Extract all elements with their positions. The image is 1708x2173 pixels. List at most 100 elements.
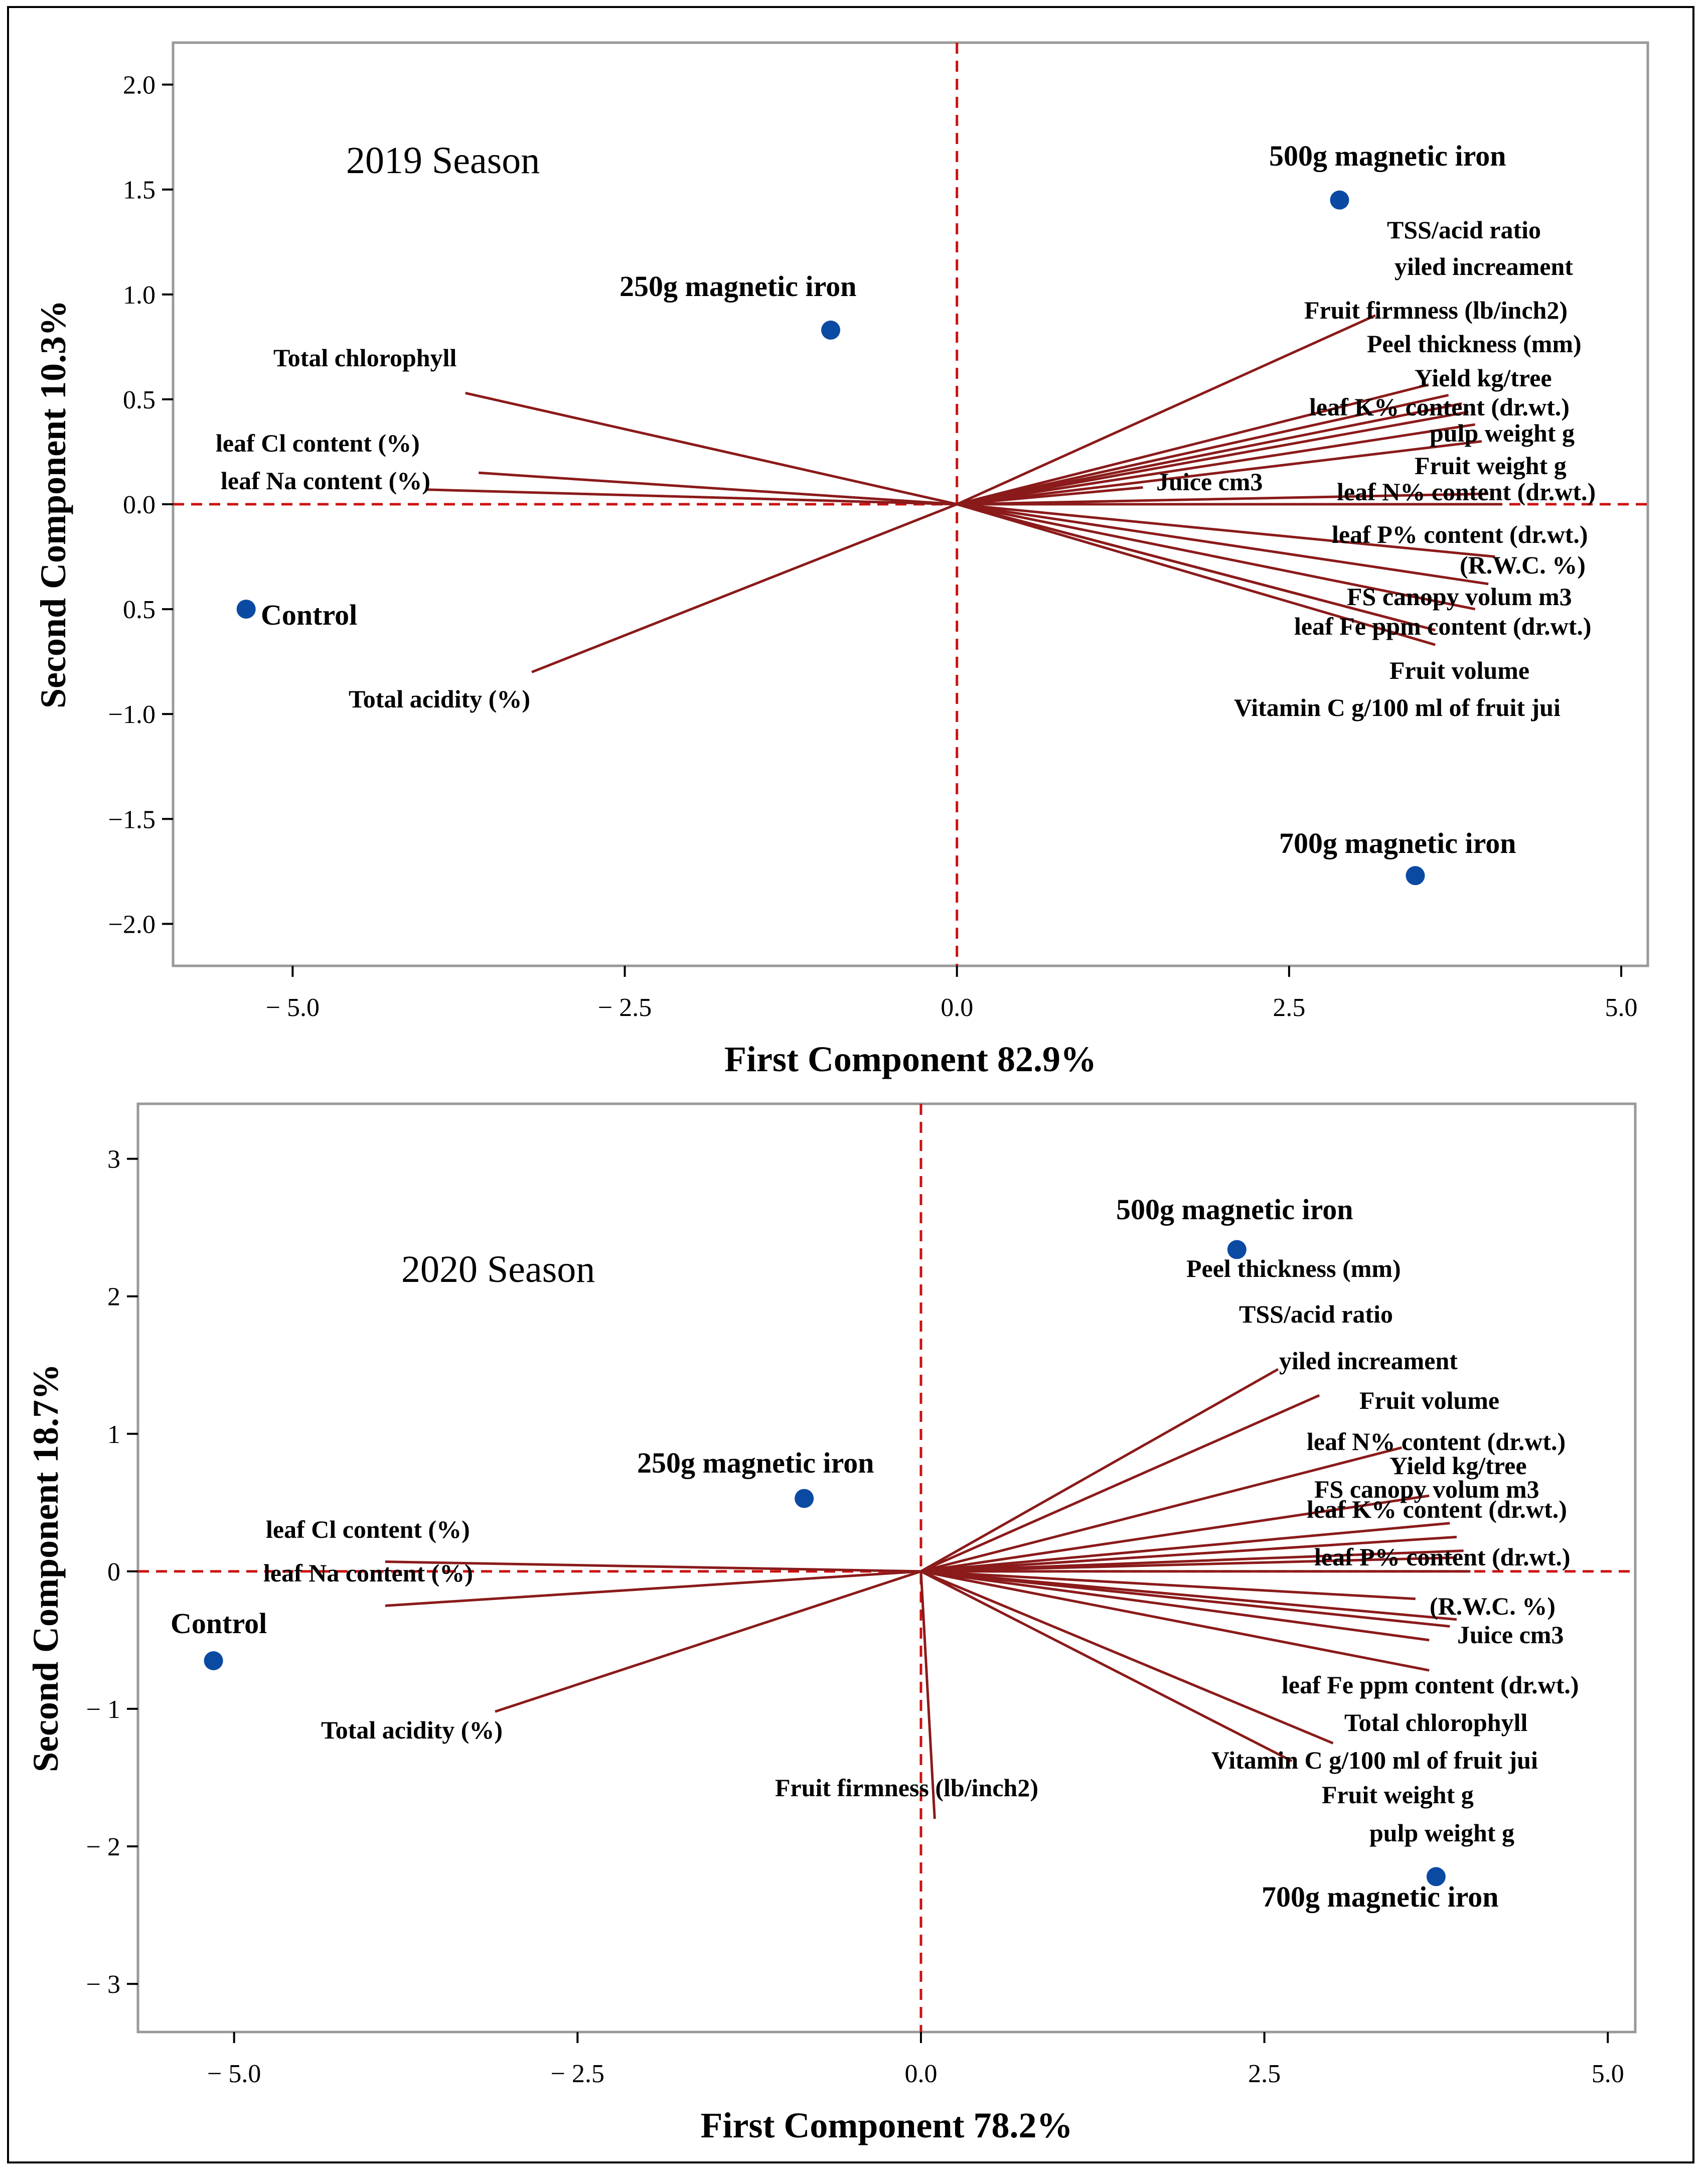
variable-label-leaf-cl-content: leaf Cl content (%) — [266, 1515, 470, 1543]
y-tick-label: −1.0 — [108, 700, 156, 729]
y-tick-label: 0.5 — [123, 386, 156, 414]
variable-label-leaf-fe-ppm-content-dr-wt: leaf Fe ppm content (dr.wt.) — [1282, 1671, 1579, 1699]
x-axis-title: First Component 78.2% — [701, 2105, 1073, 2145]
loading-vector-vitamin-c-g-100-ml-of-fruit-jui — [920, 1570, 1293, 1763]
variable-label-peel-thickness-mm: Peel thickness (mm) — [1186, 1254, 1401, 1282]
season-title: 2019 Season — [346, 139, 540, 182]
loading-vector-juice-cm3 — [957, 486, 1143, 506]
plot-frame — [136, 1102, 1637, 2034]
variable-label-peel-thickness-mm: Peel thickness (mm) — [1367, 330, 1582, 358]
y-tick-label: −2.0 — [108, 910, 156, 939]
variable-label-fs-canopy-volum-m3: FS canopy volum m3 — [1347, 583, 1572, 611]
variable-label-fruit-weight-g: Fruit weight g — [1415, 452, 1567, 480]
loading-vector-fruit-weight-g — [957, 492, 1489, 506]
variable-label-fs-canopy-volum-m3: FS canopy volum m3 — [1314, 1475, 1539, 1503]
variable-label-r-w-c: (R.W.C. %) — [1430, 1592, 1556, 1620]
y-tick-label: 1 — [107, 1420, 120, 1449]
loading-vector-yiled-increament — [920, 1446, 1403, 1573]
loading-vector-leaf-k-content-dr-wt — [957, 423, 1476, 506]
loading-vector-leaf-n-content-dr-wt — [920, 1522, 1450, 1573]
score-point-500g-magnetic-iron — [1227, 1240, 1247, 1259]
loading-vector-yiled-increament — [957, 383, 1429, 506]
variable-label-total-acidity: Total acidity (%) — [321, 1716, 503, 1744]
x-tick-label: 2.5 — [1273, 993, 1305, 1022]
x-tick-label: 0.0 — [941, 993, 973, 1022]
loading-vector-leaf-k-content-dr-wt — [920, 1556, 1457, 1573]
score-point-control — [204, 1651, 223, 1670]
biplot-2: − 5.0 − 2.5 0.0 2.5 5.0 3 2 1 0 − 1 − 2 − 3 First Co… — [26, 1102, 1637, 2145]
x-tick-label: 2.5 — [1248, 2060, 1281, 2088]
y-tick-label: 2.0 — [123, 71, 156, 100]
loading-vector-fruit-firmness-lb-inch2 — [957, 394, 1449, 506]
variable-label-leaf-cl-content: leaf Cl content (%) — [216, 429, 420, 457]
variable-label-yield-kg-tree: Yield kg/tree — [1415, 364, 1552, 392]
loading-vector-juice-cm3 — [920, 1570, 1450, 1628]
loading-vector-pulp-weight-g — [920, 1570, 1430, 1642]
variable-label-tss-acid-ratio: TSS/acid ratio — [1387, 216, 1541, 244]
loading-vector-yield-kg-tree — [957, 410, 1469, 506]
x-tick-label: − 2.5 — [598, 993, 652, 1022]
x-tick-label: 5.0 — [1592, 2060, 1624, 2088]
y-tick-label: 0.5 — [123, 596, 156, 624]
variable-label-tss-acid-ratio: TSS/acid ratio — [1239, 1300, 1393, 1328]
variable-label-leaf-k-content-dr-wt: leaf K% content (dr.wt.) — [1307, 1495, 1567, 1523]
variable-label-vitamin-c-g-100-ml-of-fruit-jui: Vitamin C g/100 ml of fruit jui — [1234, 693, 1561, 721]
variable-label-leaf-n-content-dr-wt: leaf N% content (dr.wt.) — [1337, 478, 1596, 506]
variable-label-r-w-c: (R.W.C. %) — [1460, 551, 1586, 579]
variable-label-pulp-weight-g: pulp weight g — [1430, 419, 1575, 447]
variable-label-fruit-volume: Fruit volume — [1389, 656, 1529, 684]
treatment-label-700g-magnetic-iron: 700g magnetic iron — [1262, 1880, 1499, 1913]
variable-label-total-chlorophyll: Total chlorophyll — [1344, 1708, 1527, 1736]
treatment-label-250g-magnetic-iron: 250g magnetic iron — [619, 270, 857, 303]
variable-label-juice-cm3: Juice cm3 — [1457, 1621, 1564, 1649]
variable-label-leaf-fe-ppm-content-dr-wt: leaf Fe ppm content (dr.wt.) — [1294, 612, 1592, 640]
loading-vector-r-w-c — [920, 1570, 1457, 1621]
score-point-700g-magnetic-iron — [1406, 866, 1425, 886]
figure-frame — [7, 6, 1694, 2163]
loading-vector-tss-acid-ratio — [920, 1394, 1320, 1573]
loading-vector-total-acidity — [495, 1570, 921, 1713]
variable-label-fruit-firmness-lb-inch2: Fruit firmness (lb/inch2) — [1304, 296, 1568, 324]
loading-vector-fruit-weight-g — [920, 1570, 1416, 1601]
x-tick-label: − 5.0 — [266, 993, 320, 1022]
variable-label-vitamin-c-g-100-ml-of-fruit-jui: Vitamin C g/100 ml of fruit jui — [1211, 1746, 1538, 1774]
treatment-label-700g-magnetic-iron: 700g magnetic iron — [1279, 827, 1516, 859]
variable-label-yiled-increament: yiled increament — [1279, 1347, 1458, 1375]
score-point-700g-magnetic-iron — [1426, 1867, 1446, 1887]
loading-vector-leaf-na-content — [425, 488, 957, 506]
variable-label-juice-cm3: Juice cm3 — [1156, 468, 1263, 496]
treatment-label-control: Control — [261, 599, 357, 631]
loading-vector-fruit-volume — [920, 1494, 1430, 1573]
variable-label-leaf-n-content-dr-wt: leaf N% content (dr.wt.) — [1307, 1427, 1566, 1456]
variable-label-fruit-weight-g: Fruit weight g — [1322, 1781, 1474, 1809]
y-tick-label: 2 — [107, 1283, 120, 1312]
variable-label-fruit-firmness-lb-inch2: Fruit firmness (lb/inch2) — [775, 1774, 1038, 1802]
variable-label-total-chlorophyll: Total chlorophyll — [273, 344, 456, 372]
variable-label-yield-kg-tree: Yield kg/tree — [1389, 1452, 1527, 1480]
y-axis-title: Second Component 18.7% — [26, 1364, 66, 1772]
loading-vector-fs-canopy-volum-m3 — [957, 503, 1476, 611]
y-tick-label: − 1 — [86, 1695, 120, 1724]
x-tick-label: − 5.0 — [207, 2060, 261, 2088]
variable-label-leaf-k-content-dr-wt: leaf K% content (dr.wt.) — [1309, 393, 1570, 421]
biplot-1: − 5.0 − 2.5 0.0 2.5 5.0 2.0 1.5 1.0 0.5 0.0 0.5 −1.… — [33, 41, 1649, 1079]
y-tick-label: − 3 — [86, 1970, 120, 1999]
treatment-label-500g-magnetic-iron: 500g magnetic iron — [1116, 1193, 1353, 1226]
y-tick-label: 3 — [107, 1145, 120, 1174]
loading-vector-tss-acid-ratio — [956, 314, 1376, 506]
x-tick-label: 5.0 — [1605, 993, 1638, 1022]
y-tick-label: 1.5 — [123, 176, 156, 205]
treatment-label-control: Control — [171, 1607, 267, 1640]
y-tick-label: 0 — [107, 1558, 120, 1586]
variable-label-pulp-weight-g: pulp weight g — [1369, 1819, 1514, 1847]
treatment-label-500g-magnetic-iron: 500g magnetic iron — [1269, 139, 1506, 172]
y-axis-title: Second Component 10.3% — [33, 300, 73, 708]
x-tick-label: − 2.5 — [551, 2060, 604, 2088]
variable-label-total-acidity: Total acidity (%) — [349, 685, 530, 713]
loading-vector-fruit-volume — [957, 503, 1396, 621]
loading-vector-leaf-cl-content — [479, 471, 957, 506]
loading-vector-peel-thickness-mm — [920, 1368, 1279, 1573]
variable-label-leaf-p-content-dr-wt: leaf P% content (dr.wt.) — [1332, 520, 1588, 548]
variable-label-fruit-volume: Fruit volume — [1359, 1386, 1499, 1414]
loading-vector-r-w-c — [957, 503, 1489, 586]
